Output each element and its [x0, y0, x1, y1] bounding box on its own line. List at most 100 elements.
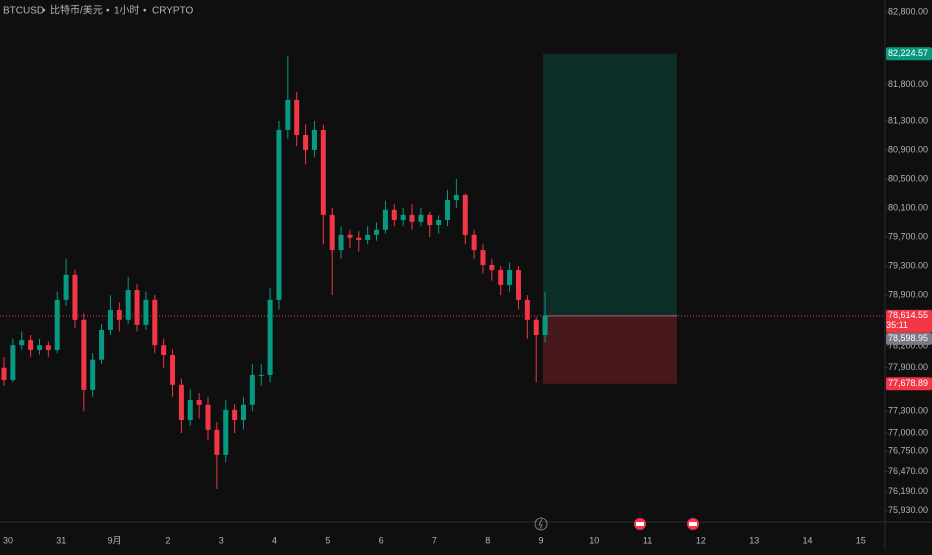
candle-body [427, 214, 433, 226]
candle-body [134, 290, 140, 325]
price-tick-label: 77,900.00 [888, 362, 928, 372]
candle-body [418, 214, 424, 222]
time-tick-label: 9月 [108, 535, 122, 545]
candle-body [524, 299, 530, 320]
candle-body [1, 367, 7, 381]
exchange: CRYPTO [152, 6, 194, 17]
secondary-price-label: 78,598.95 [888, 333, 928, 343]
price-tick-label: 76,190.00 [888, 486, 928, 496]
candle-body [143, 299, 149, 325]
time-tick-label: 3 [219, 535, 224, 545]
candle-body [374, 229, 380, 235]
separator: • [106, 6, 110, 17]
time-tick-label: 4 [272, 535, 277, 545]
time-tick-label: 15 [856, 535, 866, 545]
candle-body [311, 129, 317, 150]
price-tick-label: 80,100.00 [888, 202, 928, 212]
price-tick-label: 82,800.00 [888, 6, 928, 16]
take-profit-zone [543, 53, 677, 316]
event-flag-glyph [689, 522, 697, 526]
candle-body [542, 315, 548, 336]
event-flag-glyph [636, 522, 644, 526]
time-tick-label: 12 [696, 535, 706, 545]
candle-body [10, 345, 16, 381]
candle-body [45, 345, 51, 350]
candle-body [63, 274, 69, 300]
candle-body [116, 310, 122, 320]
candle-body [533, 319, 539, 336]
price-tick-label: 77,000.00 [888, 427, 928, 437]
candle-body [223, 409, 229, 455]
stop-loss-label-bg [886, 377, 932, 391]
candle-body [90, 359, 96, 390]
candle-body [294, 99, 300, 136]
price-tick-label: 80,900.00 [888, 144, 928, 154]
candle-body [453, 194, 459, 201]
lightning-icon[interactable] [534, 517, 548, 531]
candle-body [125, 290, 131, 320]
time-tick-label: 9 [538, 535, 543, 545]
candle-body [515, 270, 521, 300]
candle-body [107, 310, 113, 330]
candle-body [54, 299, 60, 350]
price-tick-label: 80,500.00 [888, 173, 928, 183]
candle-body [338, 234, 344, 251]
time-tick-label: 31 [56, 535, 66, 545]
price-tick-label: 81,300.00 [888, 115, 928, 125]
candle-body [409, 214, 415, 222]
candle-body [28, 340, 34, 350]
price-tick-label: 75,930.00 [888, 505, 928, 515]
take-profit-label-bg [886, 47, 932, 61]
price-tick-label: 78,900.00 [888, 289, 928, 299]
candle-body [240, 404, 246, 420]
candle-body [170, 355, 176, 385]
candle-body [303, 135, 309, 150]
time-tick-label: 30 [3, 535, 13, 545]
candle-body [267, 299, 273, 375]
candles [1, 55, 548, 489]
time-tick-label: 13 [749, 535, 759, 545]
time-tick-label: 10 [589, 535, 599, 545]
symbol-name: 比特币/美元 [50, 4, 103, 17]
candle-body [72, 274, 78, 320]
last-price-bg [886, 309, 932, 333]
candle-body [276, 129, 282, 300]
secondary-price-bg [886, 332, 932, 345]
time-tick-label: 7 [432, 535, 437, 545]
time-tick-label: 5 [325, 535, 330, 545]
candle-body [178, 384, 184, 420]
candle-body [205, 404, 211, 430]
price-tick-label: 79,300.00 [888, 260, 928, 270]
separator: • [143, 6, 147, 17]
candle-body [99, 329, 105, 360]
candle-body [445, 200, 450, 220]
stop-loss-label: 77,678.89 [888, 378, 928, 388]
symbol: BTCUSD [3, 6, 44, 17]
candle-body [471, 234, 477, 251]
time-tick-label: 8 [485, 535, 490, 545]
candle-body [507, 270, 513, 285]
candle-body [356, 237, 362, 240]
time-tick-label: 14 [802, 535, 812, 545]
header: BTCUSD • 比特币/美元 • 1小时 • CRYPTO [3, 4, 194, 17]
separator: • [42, 6, 46, 17]
candle-body [462, 194, 468, 235]
candle-body [285, 99, 291, 130]
price-tick-label: 79,700.00 [888, 231, 928, 241]
candle-body [498, 270, 504, 285]
candle-body [187, 400, 193, 420]
candle-body [81, 319, 87, 390]
time-tick-label: 6 [379, 535, 384, 545]
candle-body [232, 409, 238, 420]
candle-body [161, 345, 167, 356]
candle-body [214, 429, 220, 455]
candle-body [329, 214, 335, 251]
candle-body [347, 234, 353, 238]
price-tick-label: 78,200.00 [888, 340, 928, 350]
candle-body [480, 250, 486, 265]
countdown: 35:11 [886, 320, 908, 330]
take-profit-label: 82,224.57 [888, 48, 928, 58]
